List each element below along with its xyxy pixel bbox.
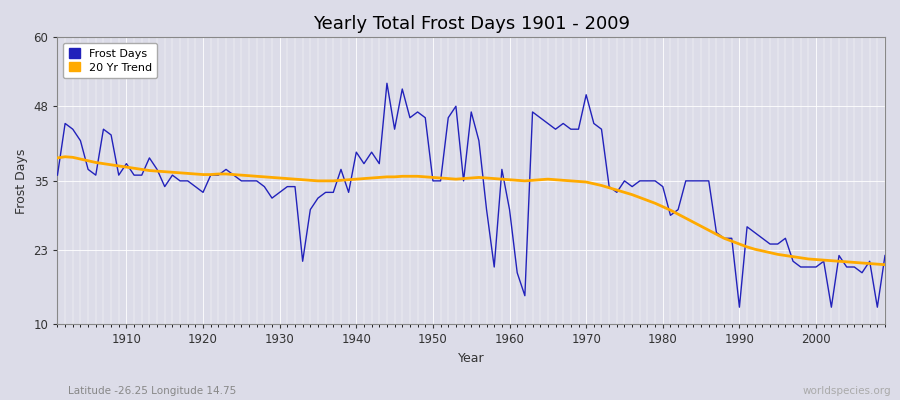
X-axis label: Year: Year — [458, 352, 484, 365]
Text: Latitude -26.25 Longitude 14.75: Latitude -26.25 Longitude 14.75 — [68, 386, 236, 396]
Title: Yearly Total Frost Days 1901 - 2009: Yearly Total Frost Days 1901 - 2009 — [312, 15, 630, 33]
Y-axis label: Frost Days: Frost Days — [15, 148, 28, 214]
Legend: Frost Days, 20 Yr Trend: Frost Days, 20 Yr Trend — [63, 43, 158, 78]
Text: worldspecies.org: worldspecies.org — [803, 386, 891, 396]
